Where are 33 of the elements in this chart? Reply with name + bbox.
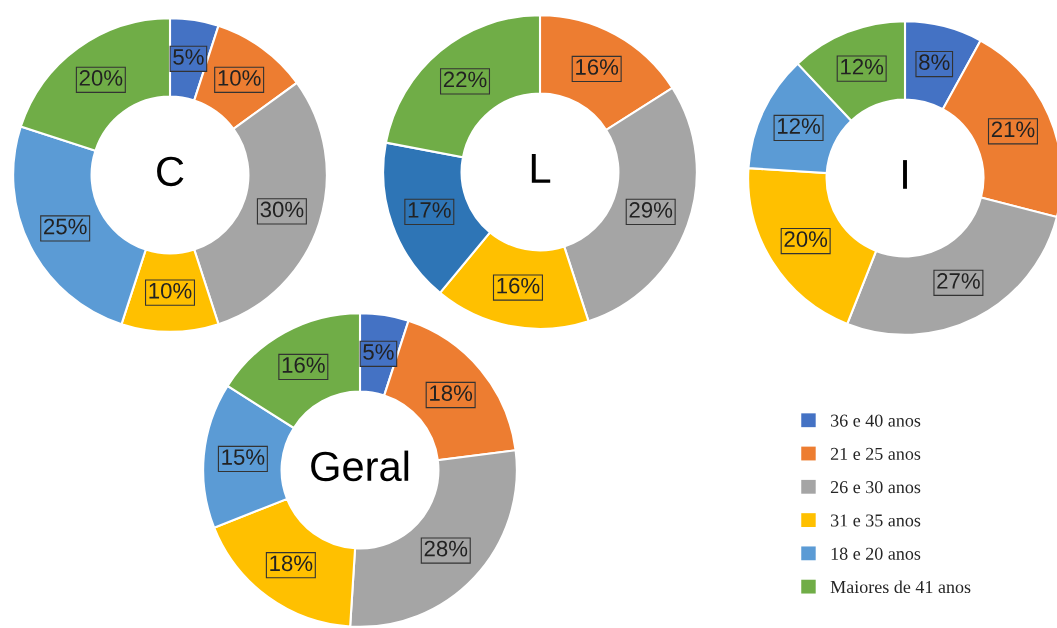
data-label: 10% xyxy=(149,282,192,299)
data-label: 8% xyxy=(919,54,950,71)
data-label: 10% xyxy=(218,70,261,86)
text: L xyxy=(531,154,551,183)
legend-label: Maiores de 41 anos xyxy=(830,580,971,594)
legend-label: 36 e 40 anos xyxy=(831,414,921,427)
data-label: 28% xyxy=(424,540,468,557)
legend-label: 18 e 20 anos xyxy=(831,547,921,560)
data-label: 5% xyxy=(363,344,394,360)
data-label: 21% xyxy=(991,121,1035,138)
data-label: 15% xyxy=(222,449,265,465)
data-label: 20% xyxy=(784,231,828,247)
data-label: 25% xyxy=(44,218,87,235)
data-label: 29% xyxy=(629,202,673,218)
data-label: 5% xyxy=(173,49,204,65)
data-label: 16% xyxy=(497,277,540,294)
text: C xyxy=(157,156,184,187)
text: I xyxy=(903,160,907,189)
data-label: 27% xyxy=(937,273,980,289)
data-label: 16% xyxy=(576,59,619,75)
data-label: 17% xyxy=(408,202,451,218)
legend-label: 26 e 30 anos xyxy=(830,481,921,494)
data-label: 12% xyxy=(841,58,884,75)
legend-label: 21 e 25 anos xyxy=(830,447,921,460)
data-label: 16% xyxy=(282,357,325,373)
data-label: 20% xyxy=(79,70,123,86)
data-label: 22% xyxy=(443,71,487,88)
data-label: 12% xyxy=(778,118,820,134)
data-label: 18% xyxy=(270,555,313,572)
data-label: 30% xyxy=(260,201,304,218)
data-label: 18% xyxy=(430,385,473,401)
legend-label: 31 e 35 anos xyxy=(831,514,921,527)
text: Geral xyxy=(311,450,409,482)
